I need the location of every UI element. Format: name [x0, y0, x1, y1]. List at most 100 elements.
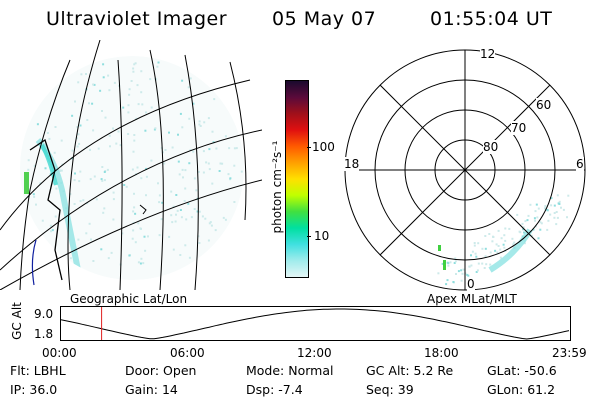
emission-speckle [60, 139, 63, 142]
emission-speckle [107, 74, 110, 77]
altitude-curve [60, 308, 570, 340]
emission-speckle [85, 232, 88, 235]
emission-speckle [222, 216, 225, 219]
emission-speckle [518, 230, 521, 233]
emission-speckle [534, 225, 537, 228]
emission-speckle [99, 89, 102, 92]
emission-speckle [192, 102, 195, 105]
emission-speckle [170, 190, 173, 193]
emission-speckle [184, 169, 187, 172]
emission-speckle [550, 197, 553, 200]
emission-speckle [233, 164, 236, 167]
emission-speckle [132, 210, 135, 213]
emission-speckle [181, 79, 184, 82]
emission-speckle [502, 243, 505, 246]
emission-speckle [93, 83, 96, 86]
emission-speckle [170, 214, 173, 217]
emission-speckle [199, 125, 202, 127]
emission-speckle [107, 257, 110, 260]
emission-speckle [177, 133, 179, 136]
status-seq: Seq: 39 [366, 382, 414, 397]
emission-speckle [149, 78, 152, 81]
emission-speckle [176, 209, 179, 212]
emission-speckle [503, 246, 506, 249]
emission-speckle [467, 274, 470, 277]
emission-speckle [470, 264, 473, 267]
emission-speckle [41, 219, 44, 222]
emission-speckle [185, 218, 188, 221]
emission-speckle [187, 86, 190, 89]
emission-speckle [157, 61, 160, 64]
emission-speckle [474, 252, 477, 255]
altitude-frame [60, 306, 571, 341]
emission-speckle [171, 146, 174, 149]
emission-speckle [132, 67, 135, 70]
emission-speckle [168, 235, 171, 238]
emission-speckle [102, 63, 105, 66]
emission-speckle [140, 177, 143, 180]
lat-label-60: 60 [536, 98, 552, 112]
emission-speckle [132, 70, 135, 73]
emission-speckle [79, 200, 82, 203]
emission-speckle [158, 194, 161, 197]
emission-speckle [449, 261, 452, 264]
emission-speckle [219, 162, 222, 165]
emission-speckle [553, 204, 556, 207]
emission-speckle [153, 128, 156, 131]
emission-speckle [85, 73, 87, 75]
emission-speckle [196, 210, 199, 213]
emission-speckle [134, 212, 137, 215]
emission-speckle [33, 195, 36, 198]
emission-speckle [104, 116, 107, 119]
emission-speckle [534, 219, 536, 222]
emission-speckle [117, 130, 120, 133]
emission-speckle [158, 234, 161, 237]
date-label: 05 May 07 [272, 8, 377, 30]
emission-speckle [154, 127, 157, 130]
emission-speckle [495, 243, 498, 246]
emission-speckle [491, 240, 494, 243]
emission-speckle [163, 162, 166, 165]
emission-speckle [76, 145, 79, 148]
emission-speckle [115, 142, 118, 145]
lat-label-70: 70 [511, 121, 527, 135]
emission-speckle [102, 211, 105, 214]
emission-speckle [88, 102, 90, 105]
emission-speckle [558, 203, 561, 205]
emission-speckle [182, 176, 184, 179]
geo-coastline [31, 239, 37, 286]
emission-speckle [193, 177, 196, 180]
emission-speckle [208, 168, 211, 171]
emission-speckle [437, 272, 440, 275]
emission-speckle [139, 262, 142, 265]
emission-speckle [140, 257, 143, 260]
emission-speckle [470, 254, 472, 257]
colorbar-tickmark [307, 147, 311, 148]
emission-speckle [89, 148, 91, 151]
emission-speckle [513, 241, 516, 244]
emission-speckle [128, 88, 131, 91]
emission-speckle [190, 216, 193, 219]
emission-speckle [546, 208, 549, 211]
emission-speckle [78, 142, 81, 145]
status-door: Door: Open [125, 363, 197, 378]
emission-speckle [208, 148, 211, 151]
status-gain: Gain: 14 [125, 382, 178, 397]
emission-speckle [544, 207, 547, 210]
emission-speckle [44, 167, 47, 170]
emission-speckle [144, 249, 147, 252]
altitude-plot [60, 306, 571, 341]
emission-speckle [556, 216, 559, 219]
emission-speckle [78, 180, 81, 183]
mlt-label-12: 12 [480, 47, 496, 61]
emission-speckle [521, 222, 524, 225]
emission-speckle [209, 221, 212, 224]
emission-speckle [100, 248, 103, 251]
emission-speckle [228, 147, 231, 150]
projection-label-apex: Apex MLat/MLT [427, 292, 517, 306]
status-ip: IP: 36.0 [10, 382, 58, 397]
emission-speckle [101, 110, 103, 112]
emission-speckle [133, 139, 136, 142]
emission-speckle [108, 134, 111, 137]
